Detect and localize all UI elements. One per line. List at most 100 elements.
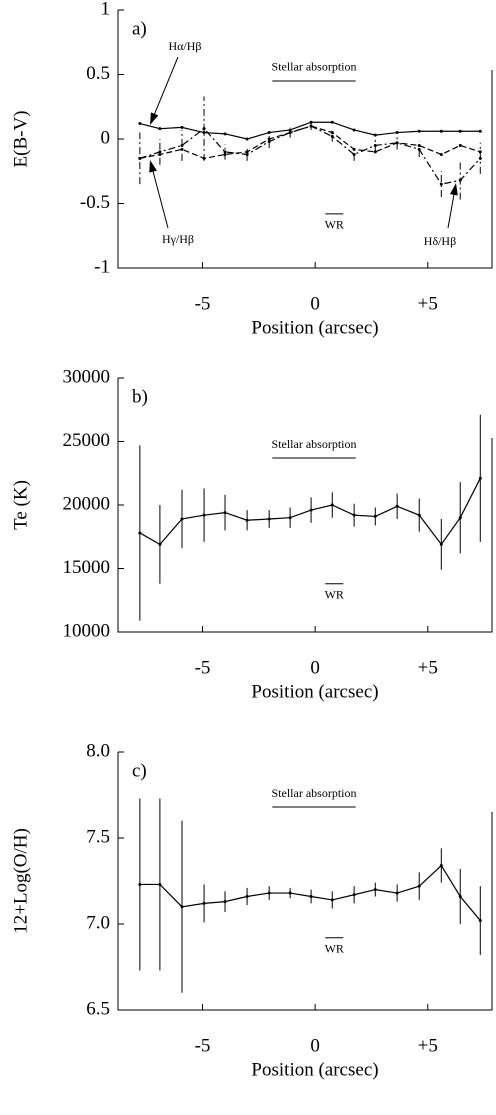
- y-tick-label: 25000: [63, 430, 111, 451]
- point: [417, 884, 421, 888]
- y-tick-label: -0.5: [80, 192, 110, 213]
- point: [330, 134, 334, 138]
- y-tick-label: 8.0: [86, 740, 110, 761]
- point: [288, 128, 292, 132]
- arrow-head: [449, 183, 458, 196]
- y-tick-label: 7.0: [86, 912, 110, 933]
- x-tick-label: +5: [418, 657, 438, 678]
- point: [180, 125, 184, 129]
- x-tick-label: 0: [310, 293, 320, 314]
- series-line: [139, 125, 481, 185]
- x-tick-label: 0: [310, 1035, 320, 1056]
- point: [373, 143, 377, 147]
- span-label: Stellar absorption: [272, 60, 357, 74]
- point: [439, 152, 443, 156]
- point: [202, 156, 206, 160]
- point: [330, 120, 334, 124]
- point: [245, 152, 249, 156]
- point: [223, 900, 227, 904]
- y-tick-label: 0.5: [86, 63, 110, 84]
- point: [417, 147, 421, 151]
- series-label: Hγ/Hβ: [162, 232, 194, 246]
- span-label: WR: [325, 218, 344, 232]
- point: [373, 514, 377, 518]
- point: [309, 124, 313, 128]
- y-tick-label: 10000: [63, 620, 111, 641]
- point: [417, 513, 421, 517]
- series-line: [139, 478, 481, 546]
- point: [267, 891, 271, 895]
- arrow-shaft: [152, 56, 179, 118]
- point: [202, 513, 206, 517]
- point: [478, 156, 482, 160]
- point: [478, 129, 482, 133]
- point: [267, 137, 271, 141]
- y-tick-label: 0: [101, 127, 111, 148]
- point: [395, 891, 399, 895]
- point: [158, 152, 162, 156]
- point: [138, 156, 142, 160]
- x-tick-label: -5: [195, 293, 211, 314]
- point: [138, 882, 142, 886]
- span-label: Stellar absorption: [272, 437, 357, 451]
- point: [158, 150, 162, 154]
- point: [439, 542, 443, 546]
- arrow-shaft: [151, 167, 169, 229]
- point: [395, 141, 399, 145]
- point: [158, 882, 162, 886]
- panel-label: a): [132, 18, 147, 39]
- point: [458, 894, 462, 898]
- panel-label: b): [132, 386, 148, 407]
- y-axis-label: E(B-V): [10, 111, 31, 168]
- point: [223, 150, 227, 154]
- point: [352, 147, 356, 151]
- point: [458, 516, 462, 520]
- axis-frame: [117, 378, 493, 633]
- point: [330, 131, 334, 135]
- point: [373, 888, 377, 892]
- y-tick-label: 15000: [63, 557, 111, 578]
- point: [245, 518, 249, 522]
- y-axis-label: Te (K): [10, 480, 31, 530]
- point: [395, 504, 399, 508]
- arrow-shaft: [447, 190, 456, 229]
- x-axis-label: Position (arcsec): [251, 681, 378, 702]
- x-axis-label: Position (arcsec): [251, 1059, 378, 1080]
- point: [223, 152, 227, 156]
- point: [352, 893, 356, 897]
- point: [458, 178, 462, 182]
- point: [352, 128, 356, 132]
- point: [180, 517, 184, 521]
- point: [180, 905, 184, 909]
- point: [309, 508, 313, 512]
- span-label: Stellar absorption: [272, 786, 357, 800]
- arrow-head: [149, 160, 157, 173]
- point: [439, 129, 443, 133]
- point: [458, 143, 462, 147]
- point: [478, 919, 482, 923]
- point: [417, 129, 421, 133]
- x-tick-label: +5: [418, 1035, 438, 1056]
- panel-label: c): [132, 760, 147, 781]
- point: [478, 476, 482, 480]
- y-tick-label: 6.5: [86, 998, 110, 1019]
- point: [245, 150, 249, 154]
- y-tick-label: 7.5: [86, 826, 110, 847]
- point: [288, 131, 292, 135]
- x-tick-label: 0: [310, 657, 320, 678]
- point: [138, 531, 142, 535]
- point: [309, 894, 313, 898]
- point: [158, 127, 162, 131]
- point: [458, 129, 462, 133]
- point: [439, 864, 443, 868]
- span-label: WR: [325, 942, 344, 956]
- point: [223, 511, 227, 515]
- x-tick-label: +5: [418, 293, 438, 314]
- point: [245, 137, 249, 141]
- point: [478, 150, 482, 154]
- x-axis-label: Position (arcsec): [251, 317, 378, 338]
- arrow-head: [150, 112, 159, 125]
- point: [267, 140, 271, 144]
- point: [158, 542, 162, 546]
